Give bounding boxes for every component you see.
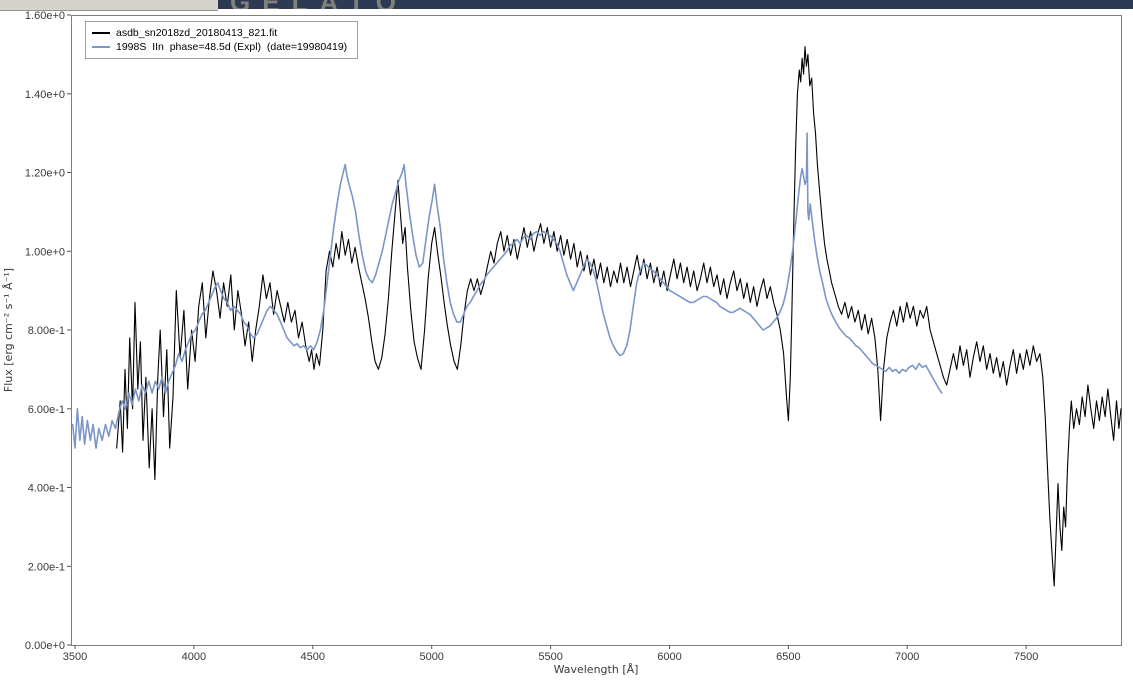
plot-frame xyxy=(71,15,1122,646)
x-tick-label: 7500 xyxy=(1014,651,1038,663)
y-tick-label: 8.00e-1 xyxy=(28,325,65,337)
y-axis-title: Flux [erg cm⁻² s⁻¹ Å⁻¹] xyxy=(2,268,15,392)
x-tick-label: 4500 xyxy=(301,651,325,663)
legend-line-swatch-black xyxy=(92,32,110,34)
y-tick-label: 1.40e+0 xyxy=(25,89,65,101)
legend-label: asdb_sn2018zd_20180413_821.fit xyxy=(116,27,278,39)
x-tick-label: 5500 xyxy=(538,651,562,663)
titlebar-text: GELATO xyxy=(230,0,408,9)
y-tick-label: 1.60e+0 xyxy=(25,10,65,22)
y-tick-label: 1.20e+0 xyxy=(25,168,65,180)
spectrum-line-template xyxy=(71,132,943,449)
x-tick-label: 5000 xyxy=(419,651,443,663)
y-tick-label: 6.00e-1 xyxy=(28,404,65,416)
x-tick-label: 4000 xyxy=(182,651,206,663)
legend-item-target-spectrum: asdb_sn2018zd_20180413_821.fit xyxy=(92,26,347,40)
x-tick-label: 6000 xyxy=(657,651,681,663)
x-tick-label: 7000 xyxy=(895,651,919,663)
legend-line-swatch-blue xyxy=(92,46,110,48)
window-corner xyxy=(0,0,218,11)
y-tick-label: 0.00e+0 xyxy=(25,640,65,652)
legend-label: 1998S IIn phase=48.5d (Expl) (date=19980… xyxy=(116,41,348,53)
chart-legend: asdb_sn2018zd_20180413_821.fit 1998S IIn… xyxy=(85,21,359,59)
window-chrome: GELATO xyxy=(0,0,1133,11)
legend-item-template-spectrum: 1998S IIn phase=48.5d (Expl) (date=19980… xyxy=(92,40,347,54)
x-axis-title: Wavelength [Å] xyxy=(554,663,639,676)
y-tick-label: 4.00e-1 xyxy=(28,483,65,495)
y-tick-label: 2.00e-1 xyxy=(28,561,65,573)
x-tick-label: 3500 xyxy=(63,651,87,663)
browser-titlebar: GELATO xyxy=(218,0,1133,9)
x-tick-label: 6500 xyxy=(776,651,800,663)
y-tick-label: 1.00e+0 xyxy=(25,246,65,258)
spectrum-line-target xyxy=(116,45,1122,587)
